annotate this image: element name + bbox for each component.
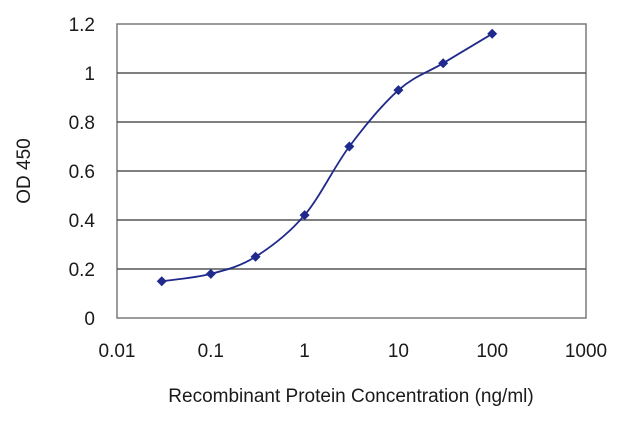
- y-tick-label-0: 0: [84, 309, 95, 330]
- y-tick-labels: 0 0.2 0.4 0.6 0.8 1 1.2: [69, 15, 96, 330]
- x-tick-label-0: 0.01: [99, 341, 136, 362]
- y-tick-label-2: 0.4: [69, 211, 96, 232]
- y-tick-label-6: 1.2: [69, 15, 95, 36]
- series-line-0: [161, 33, 493, 283]
- y-tick-label-5: 1: [84, 64, 95, 85]
- y-tick-label-1: 0.2: [69, 260, 95, 281]
- y-axis-title: OD 450: [14, 138, 35, 203]
- data-point-6: [438, 58, 449, 69]
- x-tick-label-1: 0.1: [198, 341, 224, 362]
- x-tick-label-5: 1000: [565, 341, 607, 362]
- data-point-5: [393, 85, 404, 96]
- data-point-3: [299, 210, 310, 221]
- data-point-1: [205, 268, 216, 279]
- series-layer: [156, 28, 498, 287]
- x-tick-label-3: 10: [388, 341, 409, 362]
- data-point-4: [344, 141, 355, 152]
- gridlines: [117, 72, 586, 270]
- y-tick-label-4: 0.8: [69, 113, 95, 134]
- data-point-7: [487, 28, 498, 39]
- y-tick-label-3: 0.6: [69, 162, 95, 183]
- x-tick-labels: 0.01 0.1 1 10 100 1000: [99, 341, 608, 362]
- x-tick-label-2: 1: [299, 341, 310, 362]
- data-point-2: [250, 251, 261, 262]
- x-axis-title: Recombinant Protein Concentration (ng/ml…: [168, 386, 533, 407]
- data-point-0: [156, 276, 167, 287]
- x-tick-label-4: 100: [476, 341, 508, 362]
